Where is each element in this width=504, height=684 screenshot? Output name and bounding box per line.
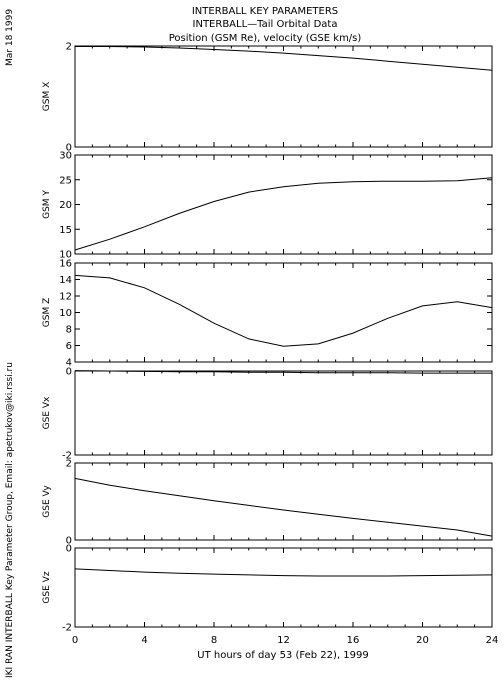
y-tick-label: 0: [66, 367, 72, 378]
x-tick-labels: 0 4 8 12 16 20 24: [72, 635, 499, 646]
title-line-1: INTERBALL KEY PARAMETERS: [192, 6, 338, 17]
y-axis-label: GSE Vz: [42, 571, 52, 603]
y-tick-label: 0: [66, 143, 72, 154]
panel-frame: [74, 262, 493, 363]
y-tick-label: 4: [66, 358, 72, 369]
y-tick-label: 12: [59, 292, 72, 303]
panel-5: 0 2 GSE Vy: [42, 459, 493, 547]
y-axis-label: GSM Z: [42, 298, 52, 327]
y-tick-label: 14: [59, 275, 72, 286]
y-tick-label: 10: [59, 250, 72, 261]
x-tick-label: 4: [141, 635, 147, 646]
y-axis-label: GSM Y: [42, 190, 52, 219]
x-tick-label: 20: [416, 635, 429, 646]
figure-title: INTERBALL KEY PARAMETERS INTERBALL—Tail …: [169, 6, 362, 44]
x-axis-label: UT hours of day 53 (Feb 22), 1999: [197, 650, 368, 661]
y-axis-label: GSE Vx: [42, 396, 52, 429]
y-tick-label: 0: [66, 544, 72, 555]
x-tick-label: 16: [347, 635, 360, 646]
x-tick-label: 24: [486, 635, 499, 646]
panel-frame: [74, 462, 493, 541]
x-tick-label: 12: [277, 635, 290, 646]
panel-frame: [74, 45, 493, 148]
x-tick-label: 0: [72, 635, 78, 646]
y-tick-label: 15: [59, 225, 72, 236]
panel-4: -2 0 GSE Vx: [42, 367, 493, 462]
title-line-3: Position (GSM Re), velocity (GSE km/s): [169, 33, 362, 44]
title-line-2: INTERBALL—Tail Orbital Data: [193, 19, 338, 30]
y-axis-label: GSE Vy: [42, 485, 52, 518]
panel-frame: [74, 547, 493, 628]
y-tick-label: 20: [59, 200, 72, 211]
y-tick-label: 6: [66, 341, 72, 352]
y-tick-label: -2: [62, 623, 72, 634]
y-tick-label: 30: [59, 151, 72, 162]
series-line: [74, 177, 493, 251]
y-tick-label: -2: [62, 451, 72, 462]
series-line: [75, 46, 493, 71]
panel-6: -2 0 GSE Vz: [42, 544, 493, 634]
x-tick-label: 8: [211, 635, 217, 646]
series-line: [74, 568, 493, 577]
y-tick-label: 8: [66, 325, 72, 336]
y-tick-label: 16: [59, 259, 72, 270]
y-tick-label: 10: [59, 308, 72, 319]
credit-line: IKI RAN INTERBALL Key Parameter Group, E…: [5, 362, 15, 678]
print-date: Mar 18 1999: [5, 9, 15, 66]
x-axis: 0 4 8 12 16 20 24 UT hours of day 53 (Feb 22),…: [72, 635, 499, 661]
y-tick-label: 0: [66, 536, 72, 547]
series-line: [74, 370, 492, 374]
y-tick-label: 25: [59, 175, 72, 186]
panel-1: 0 2 GSM X: [42, 42, 493, 154]
panel-2: 10 15 20 25 30 GSM Y: [42, 151, 493, 261]
panel-frame: [74, 370, 493, 456]
panel-frame: [74, 154, 493, 255]
panel-3: 4 6 8 10 12 14 16 GSM Z: [42, 259, 493, 369]
series-line: [74, 477, 493, 537]
y-tick-label: 2: [66, 42, 72, 53]
y-axis-label: GSM X: [42, 82, 52, 111]
series-line: [74, 274, 493, 347]
y-tick-label: 2: [66, 459, 72, 470]
